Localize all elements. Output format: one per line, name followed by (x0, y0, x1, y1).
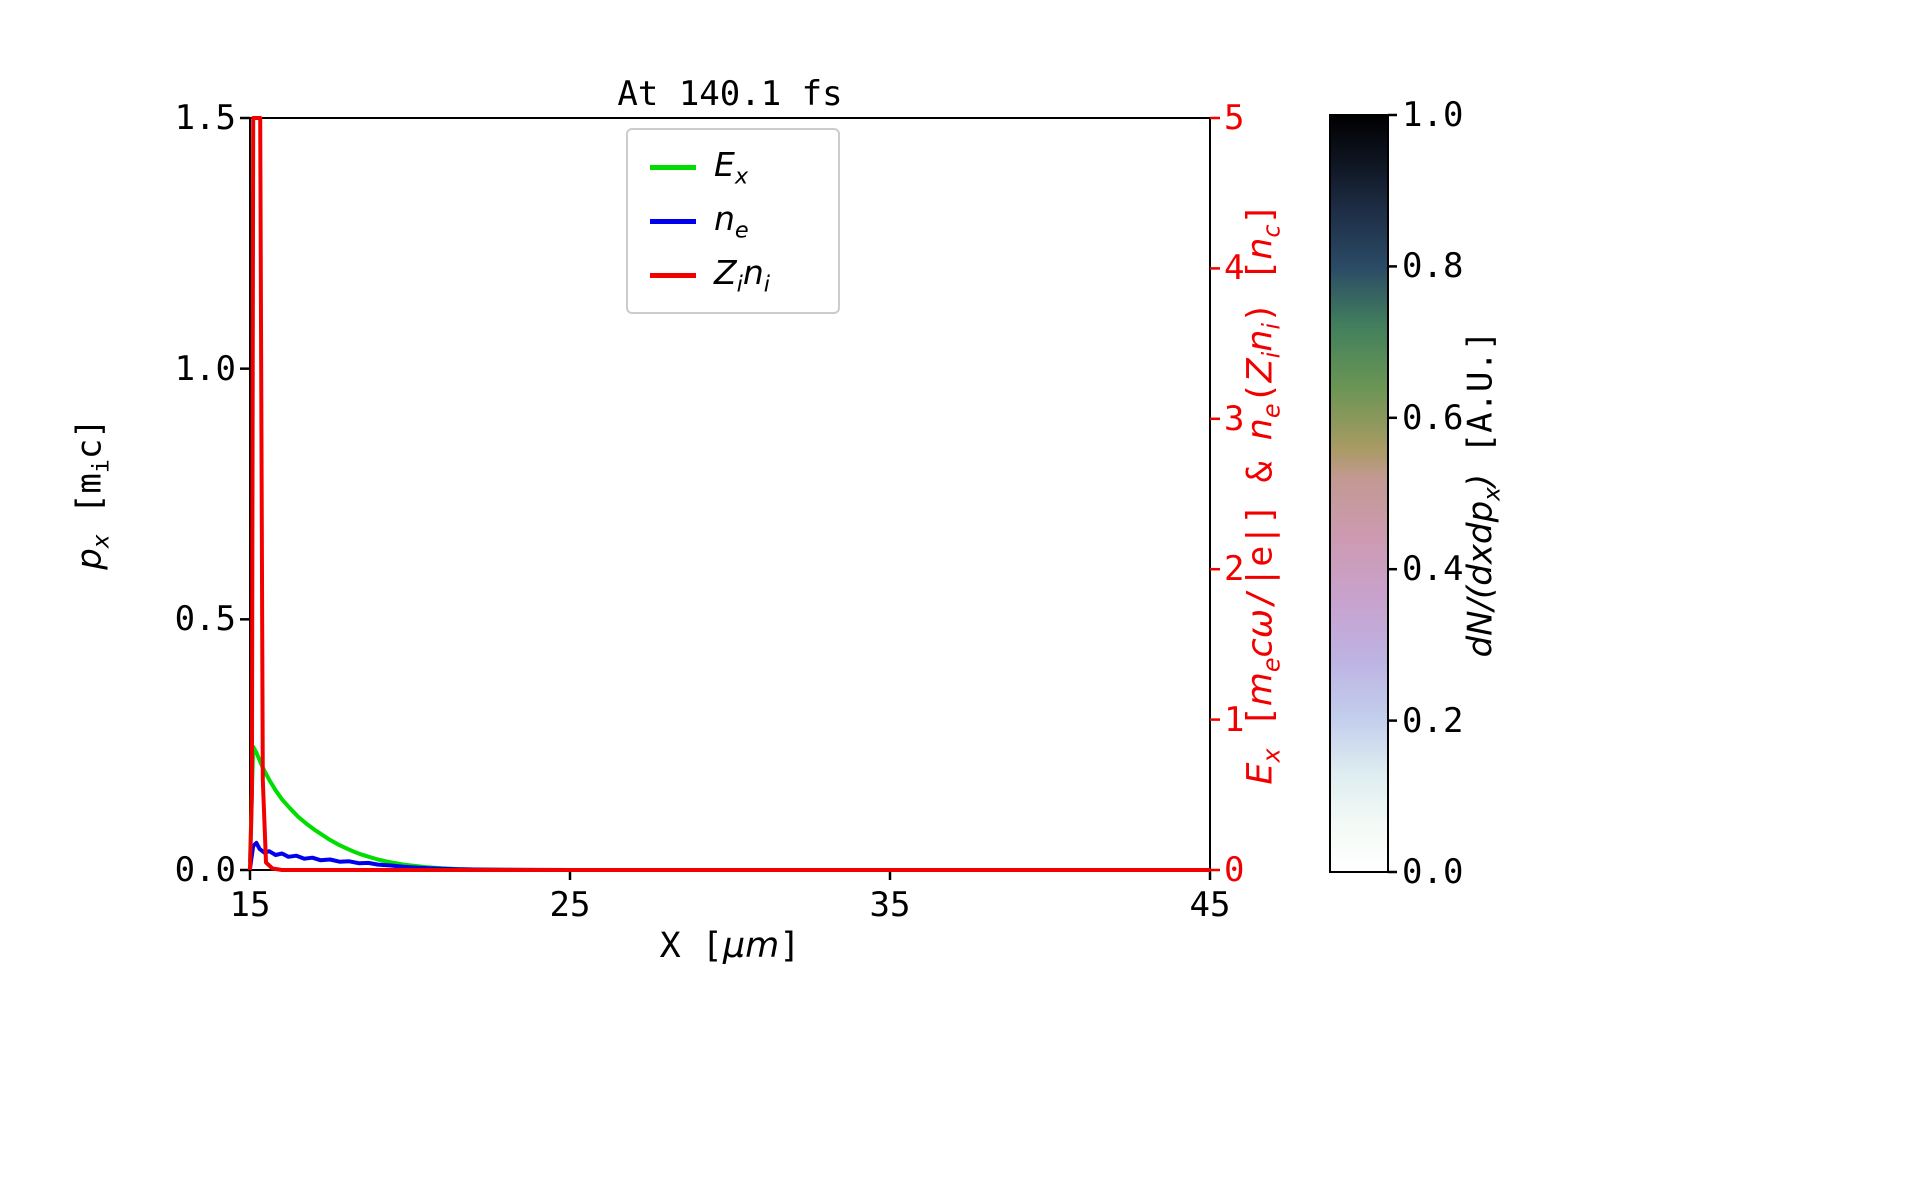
y-right-tick-label-5: 5 (1224, 98, 1245, 138)
y-right-tick-label-0: 0 (1224, 850, 1245, 890)
legend-label-ne: ne (714, 198, 749, 244)
y-left-tick-label-0.0: 0.0 (174, 850, 236, 890)
colorbar-tick-label-0.0: 0.0 (1402, 852, 1464, 892)
x-tick-label-15: 15 (229, 885, 271, 925)
legend-label-zini: Zini (714, 252, 770, 298)
legend-label-ex: Ex (714, 144, 749, 190)
x-tick-label-25: 25 (549, 885, 591, 925)
y-right-tick-label-1: 1 (1224, 700, 1245, 740)
colorbar-tick-label-1.0: 1.0 (1402, 95, 1464, 135)
legend: Ex ne Zini (626, 128, 840, 314)
legend-line-ex (650, 164, 696, 170)
legend-line-zini (650, 272, 696, 278)
y-right-tick-label-2: 2 (1224, 549, 1245, 589)
x-tick-label-45: 45 (1189, 885, 1231, 925)
y-right-axis-label: Ex [mecω/|e|] & ne(Zini) [nc] (1240, 203, 1286, 785)
y-right-tick-label-3: 3 (1224, 399, 1245, 439)
colorbar-tick-label-0.8: 0.8 (1402, 246, 1464, 286)
legend-entry-ne: ne (650, 194, 838, 248)
x-axis-label: X [μm] (659, 926, 801, 966)
colorbar-tick-label-0.4: 0.4 (1402, 549, 1464, 589)
colorbar-label: dN/(dxdpx) [A.U.] (1460, 330, 1506, 658)
legend-entry-ex: Ex (650, 140, 838, 194)
colorbar-tick-label-0.6: 0.6 (1402, 398, 1464, 438)
x-tick-label-35: 35 (869, 885, 911, 925)
legend-entry-zini: Zini (650, 248, 838, 302)
y-left-tick-label-1.5: 1.5 (174, 98, 236, 138)
legend-line-ne (650, 218, 696, 224)
colorbar-tick-label-0.2: 0.2 (1402, 701, 1464, 741)
y-left-tick-label-0.5: 0.5 (174, 599, 236, 639)
y-left-axis-label: px [mic] (69, 418, 115, 570)
y-left-tick-label-1.0: 1.0 (174, 349, 236, 389)
y-right-tick-label-4: 4 (1224, 248, 1245, 288)
chart-title: At 140.1 fs (617, 74, 843, 114)
